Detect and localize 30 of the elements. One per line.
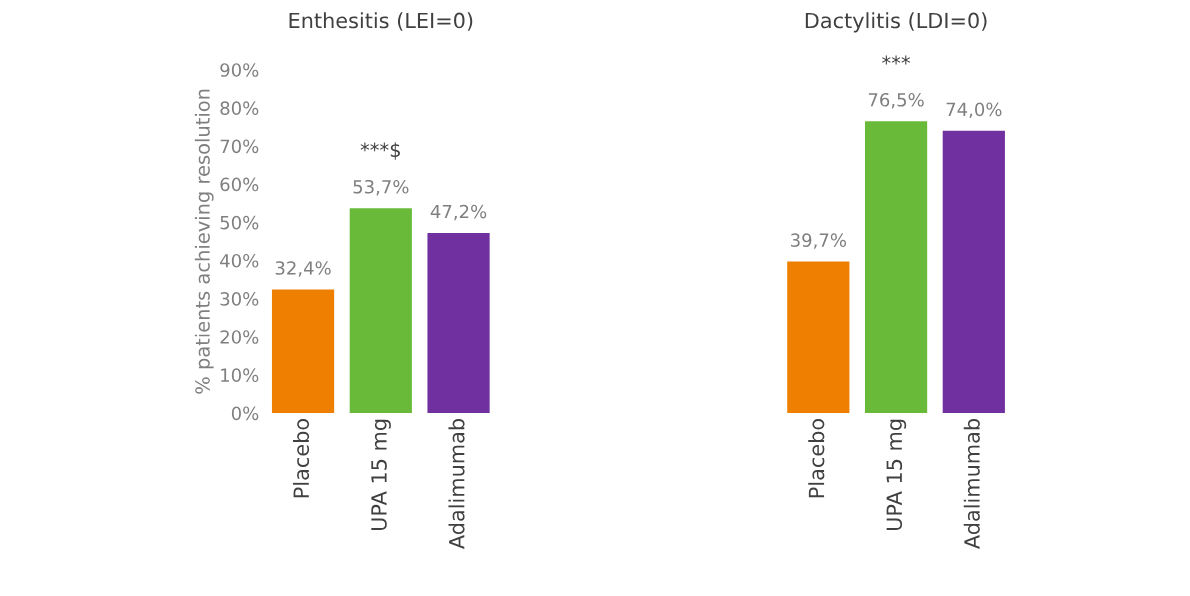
x-tick-label: Placebo: [808, 419, 825, 498]
y-tick-label: 0%: [231, 406, 259, 421]
data-label: 53,7%: [353, 179, 409, 196]
x-tick-label: UPA 15 mg: [886, 419, 907, 531]
chart-title: Enthesitis (LEI=0): [289, 12, 473, 31]
y-tick-label: 20%: [220, 330, 259, 344]
y-tick-label: 60%: [220, 177, 259, 192]
data-label: 39,7%: [791, 233, 847, 249]
chart-title: Dactylitis (LDI=0): [805, 12, 987, 33]
data-label: 47,2%: [430, 204, 487, 221]
data-label: 32,4%: [275, 261, 331, 277]
annotation: ***: [882, 55, 911, 65]
x-tick-label: Placebo: [292, 419, 310, 498]
x-tick-label: UPA 15 mg: [371, 419, 391, 531]
y-tick-label: 50%: [220, 215, 259, 230]
x-tick-label: Adalimumab: [448, 419, 465, 549]
y-axis-title: % patients achieving resolution: [194, 89, 214, 394]
y-tick-label: 70%: [220, 139, 259, 154]
data-label: 74,0%: [946, 102, 1002, 118]
data-label: 76,5%: [868, 92, 924, 109]
y-tick-label: 10%: [221, 368, 259, 382]
y-tick-label: 90%: [220, 63, 259, 77]
bar: [271, 289, 335, 414]
bar: [427, 232, 490, 414]
annotation: ***$: [360, 142, 400, 160]
y-tick-label: 40%: [220, 253, 259, 268]
y-tick-label: 80%: [220, 101, 259, 115]
bar: [349, 208, 412, 414]
y-tick-label: 30%: [220, 292, 259, 306]
x-tick-label: Adalimumab: [963, 419, 980, 549]
